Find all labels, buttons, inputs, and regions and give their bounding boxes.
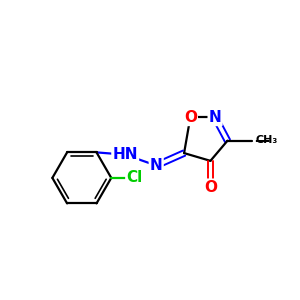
Text: HN: HN [112, 147, 138, 162]
Text: N: N [209, 110, 221, 125]
Text: —: — [254, 133, 269, 148]
Text: CH₃: CH₃ [256, 135, 278, 145]
Text: Cl: Cl [126, 170, 142, 185]
Text: O: O [204, 180, 217, 195]
Text: O: O [184, 110, 197, 125]
Text: N: N [150, 158, 163, 173]
